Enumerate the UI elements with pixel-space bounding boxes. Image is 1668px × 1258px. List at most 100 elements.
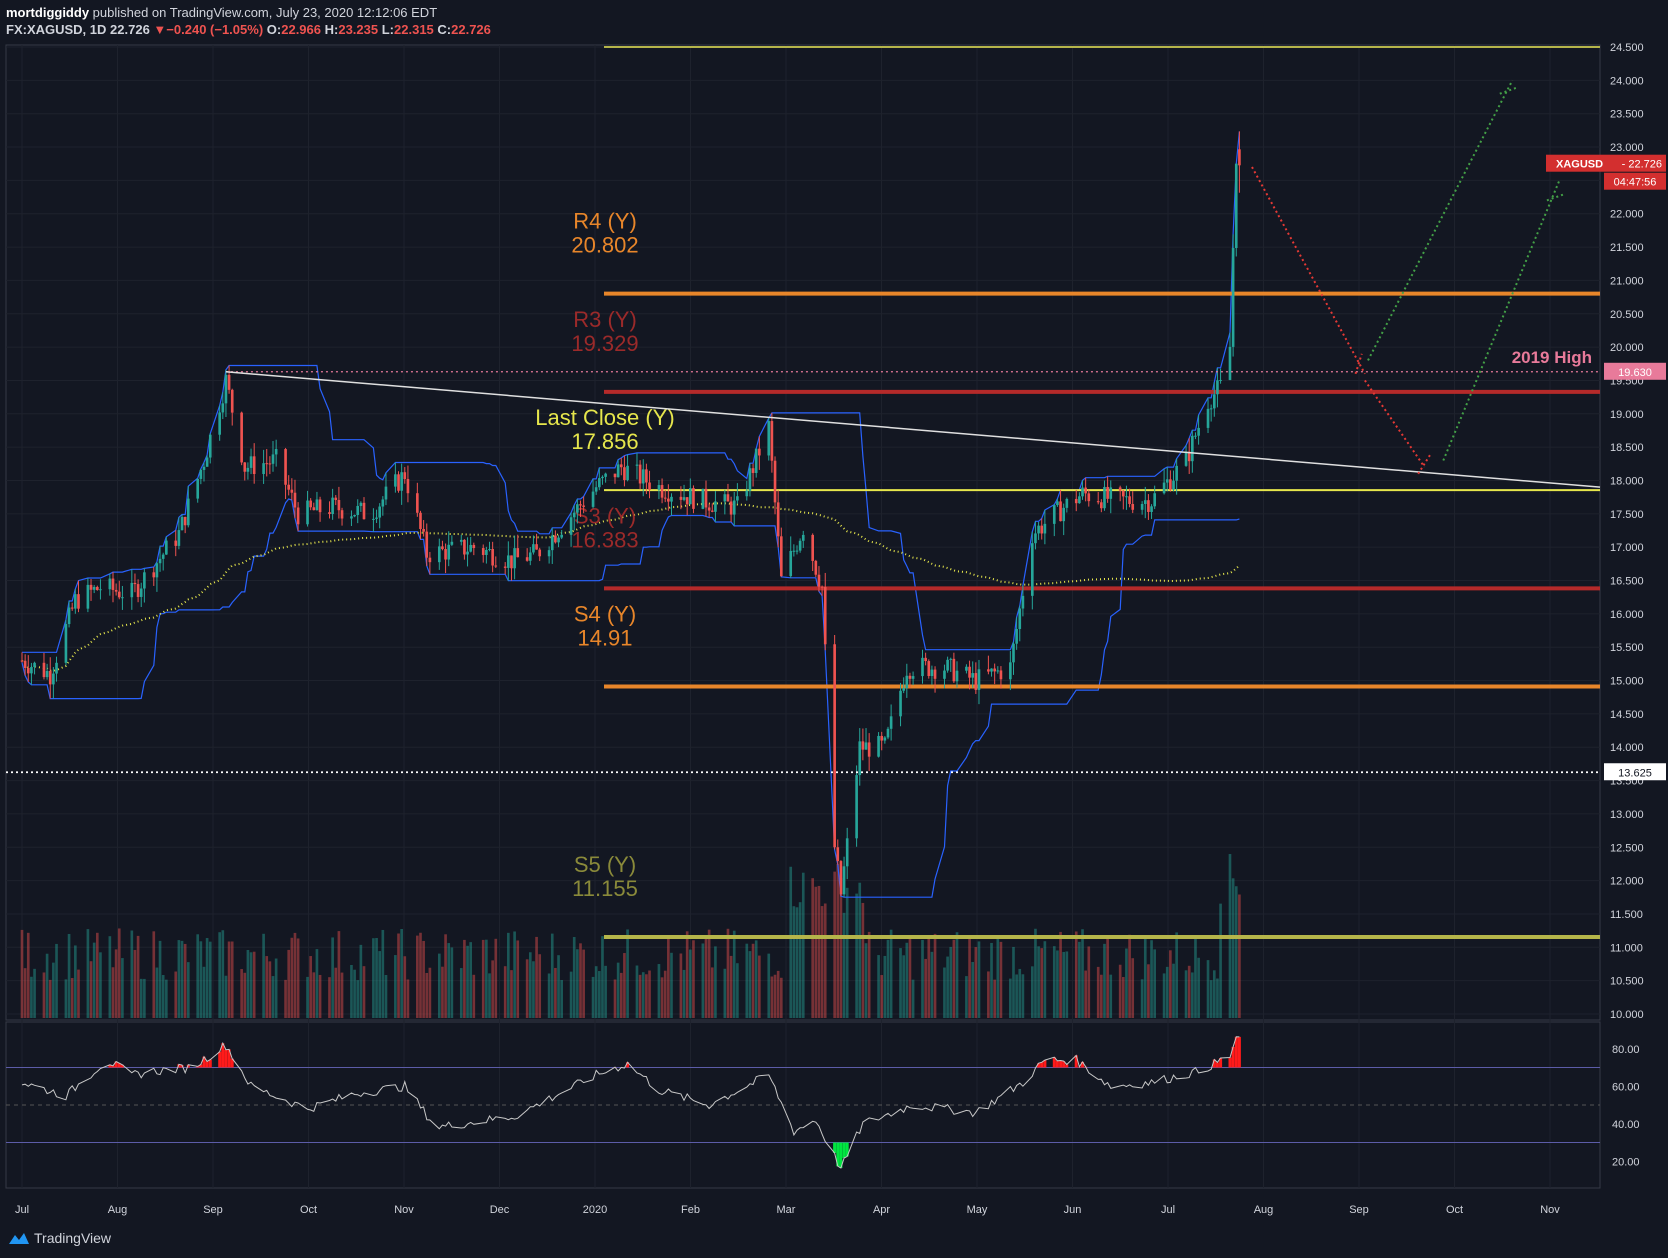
chart-header: mortdiggiddy published on TradingView.co… [6,4,491,38]
candle-body [911,676,915,679]
low-label: L: [381,22,395,37]
volume-bar [48,979,52,1018]
candle-body [111,578,115,590]
candle-body [394,474,397,487]
price-tick-label: 19.000 [1610,409,1644,421]
volume-bar [692,940,695,1018]
volume-bar [30,976,33,1018]
time-tick-label: Sep [203,1204,223,1216]
last-value: 22.726 [110,22,150,37]
candle-body [139,588,143,597]
candle-body [576,504,579,513]
candle-body [748,468,752,491]
time-axis[interactable]: Jul Aug Sep Oct Nov Dec 2020 Feb Mar Apr May Jun Jul… [15,1204,1560,1216]
open-value: 22.966 [281,22,321,37]
pivot-level-value: 11.155 [572,876,638,901]
volume-bar [789,866,793,1018]
volume-bar [839,878,843,1018]
candle-body [921,657,924,677]
candle-body [381,499,385,507]
volume-bar [798,902,802,1018]
volume-bar [1212,970,1216,1018]
volume-bar [287,949,291,1018]
candle-body [833,644,836,848]
candle-body [268,463,272,465]
volume-bar [174,971,178,1018]
candle-body [114,589,118,592]
candle-body [186,498,190,526]
volume-bar [641,972,645,1018]
pivot-levels: R4 (Y)20.802 R3 (Y)19.329 Last Close (Y)17… [535,46,1600,939]
high-2019-tag-bg [1604,362,1666,380]
candle-body [494,565,498,567]
volume-bar [899,948,902,1018]
time-tick-label: Sep [1349,1204,1369,1216]
volume-bar [350,964,353,1018]
price-axis[interactable]: 24.50024.00023.50023.00022.50022.00021.5… [1546,42,1666,1021]
volume-bar [613,979,617,1018]
volume-bar [463,939,466,1018]
candle-body [1238,149,1241,166]
candle-body [481,548,485,555]
candle-body [205,457,209,467]
volume-bar [384,974,388,1018]
candle-body [569,517,573,535]
candle-body [1018,608,1022,629]
symbol-label[interactable]: FX:XAGUSD, 1D [6,22,107,37]
last-price-tag-bg [1546,154,1666,172]
volume-bar [252,951,256,1018]
volume-bar [723,968,727,1018]
volume-bar [685,931,689,1018]
price-tick-label: 11.500 [1610,909,1643,921]
tradingview-footer[interactable]: TradingView [8,1230,111,1246]
candle-body [795,550,799,552]
volume-bar [86,929,90,1018]
candle-body [243,462,247,472]
price-tick-label: 12.500 [1610,842,1644,854]
candle-body [271,454,275,464]
candle-body [1015,628,1018,644]
candle-body [406,479,410,494]
volume-bar [579,943,582,1018]
volume-bar [268,961,272,1018]
volume-bar [243,972,247,1018]
volume-bar [1219,903,1222,1018]
green-projection-arrow-head [1499,86,1519,95]
price-tick-label: 18.500 [1610,442,1644,454]
candle-body [340,510,344,519]
time-tick-label: Nov [394,1204,414,1216]
candle-body [350,516,353,519]
candle-body [924,657,927,662]
candle-body [450,541,454,545]
pivot-level-name: S4 (Y) [574,602,636,627]
high-label: H: [324,22,339,37]
volume-bar [92,942,96,1018]
rsi-oversold-fill [833,1142,849,1168]
volume-bar [591,976,595,1018]
candle-body [1034,533,1037,544]
volume-bar [161,975,165,1018]
volume-bar [221,930,225,1018]
publisher-name[interactable]: mortdiggiddy [6,5,90,20]
volume-bar [1169,950,1172,1018]
pivot-level-name: S3 (Y) [574,503,636,528]
candle-body [428,557,432,563]
volume-bar [943,967,946,1018]
pivot-level-name: Last Close (Y) [535,405,674,430]
volume-bar [1109,974,1113,1018]
volume-bar [732,930,736,1018]
candle-body [1228,346,1232,380]
volume-bar [626,929,629,1018]
price-tick-label: 23.000 [1610,142,1644,154]
candle-body [1043,523,1047,534]
candle-body [287,484,291,490]
volume-bar [710,967,714,1018]
volume-bar [334,967,338,1018]
volume-bar [249,952,253,1018]
price-tick-label: 14.500 [1610,709,1644,721]
volume-bar [1191,972,1194,1018]
price-tick-label: 10.000 [1610,1009,1644,1021]
volume-bar [114,949,118,1018]
candle-body [688,488,692,505]
